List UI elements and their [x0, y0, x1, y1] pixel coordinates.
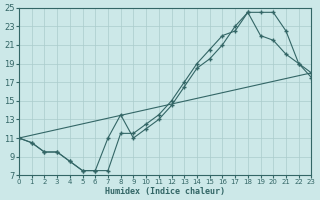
X-axis label: Humidex (Indice chaleur): Humidex (Indice chaleur)	[105, 187, 225, 196]
